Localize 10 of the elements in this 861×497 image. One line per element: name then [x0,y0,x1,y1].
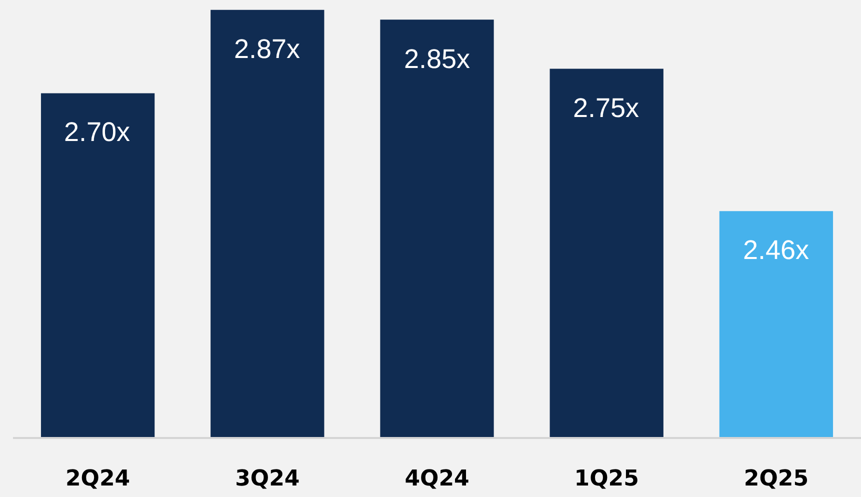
data-label: 2.85x [404,44,471,74]
data-label: 2.87x [234,34,301,64]
data-label: 2.75x [573,93,640,123]
data-label: 2.46x [743,235,810,265]
x-tick-label: 1Q25 [574,466,639,492]
x-tick-label: 4Q24 [404,466,470,492]
data-label: 2.70x [64,117,131,147]
x-tick-label: 3Q24 [235,466,300,492]
x-tick-label: 2Q24 [65,466,130,492]
x-tick-label: 2Q25 [744,466,809,492]
